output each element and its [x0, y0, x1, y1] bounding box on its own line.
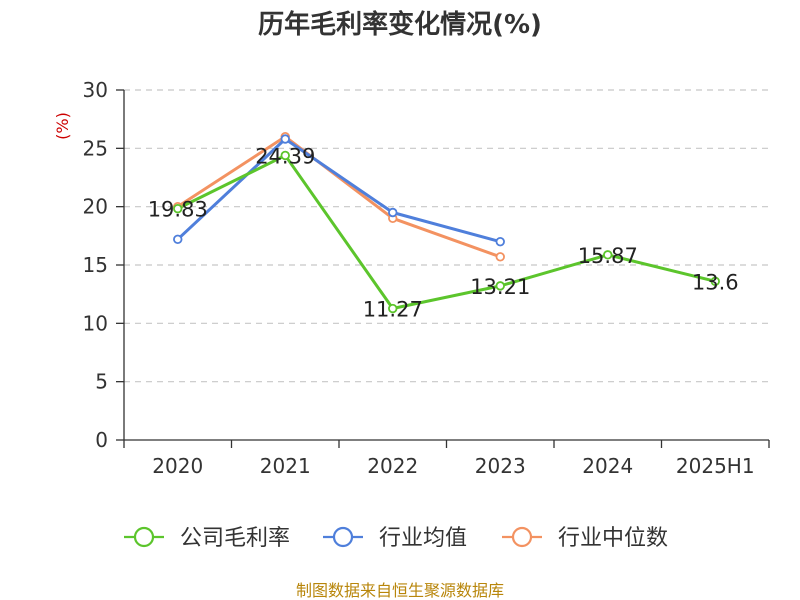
x-tick-label: 2024 — [582, 454, 633, 478]
legend-label: 行业均值 — [379, 526, 467, 551]
legend[interactable]: 公司毛利率 行业均值 行业中位数 — [124, 526, 668, 551]
data-label: 11.27 — [363, 298, 423, 322]
legend-item-0[interactable]: 公司毛利率 — [124, 526, 290, 551]
data-point-0 — [603, 250, 613, 260]
gridlines — [124, 89, 769, 383]
x-tick-label: 2023 — [475, 454, 526, 478]
data-point-2 — [495, 252, 505, 262]
legend-swatch-marker — [332, 526, 354, 548]
y-tick-label: 20 — [83, 195, 108, 219]
legend-swatch-marker — [511, 526, 533, 548]
series-lines — [176, 135, 717, 311]
series-points — [173, 131, 720, 314]
x-tick-label: 2022 — [367, 454, 418, 478]
data-label: 15.87 — [578, 244, 638, 268]
chart-title: 历年毛利率变化情况(%) — [258, 9, 542, 40]
series-line-0 — [176, 153, 717, 311]
y-tick-label: 10 — [83, 311, 108, 335]
x-tick-label: 2021 — [260, 454, 311, 478]
y-tick-label: 30 — [83, 78, 108, 102]
data-point-1 — [280, 134, 290, 144]
data-label: 13.6 — [692, 270, 739, 294]
y-tick-label: 25 — [83, 136, 108, 160]
data-label: 13.21 — [470, 275, 530, 299]
series-line-1 — [176, 137, 502, 244]
data-point-1 — [388, 207, 398, 218]
legend-label: 行业中位数 — [558, 526, 668, 551]
data-point-0 — [173, 203, 183, 214]
data-point-0 — [710, 276, 720, 287]
x-tick-label: 2025H1 — [676, 454, 755, 478]
y-tick-label: 15 — [83, 253, 108, 277]
legend-item-2[interactable]: 行业中位数 — [502, 526, 668, 551]
axes: 0 5 10 15 20 25 30 2020 2021 2022 2023 2024 2025H1 — [83, 78, 770, 478]
y-tick-label: 5 — [95, 370, 108, 394]
data-point-1 — [495, 236, 505, 247]
legend-item-1[interactable]: 行业均值 — [323, 526, 467, 551]
data-point-0 — [280, 150, 290, 161]
x-tick-label: 2020 — [152, 454, 203, 478]
series-line-2 — [176, 135, 502, 259]
y-tick-label: 0 — [95, 428, 108, 452]
legend-label: 公司毛利率 — [180, 526, 290, 551]
data-labels: 19.83 24.39 11.27 13.21 15.87 13.6 — [148, 144, 739, 321]
source-note: 制图数据来自恒生聚源数据库 — [296, 581, 504, 600]
data-label: 24.39 — [255, 144, 315, 168]
data-point-1 — [173, 234, 183, 245]
data-label: 19.83 — [148, 198, 208, 222]
legend-swatch-marker — [133, 526, 155, 548]
y-axis-unit-label: (%) — [53, 112, 72, 140]
data-point-0 — [495, 281, 505, 291]
data-point-0 — [388, 303, 398, 314]
